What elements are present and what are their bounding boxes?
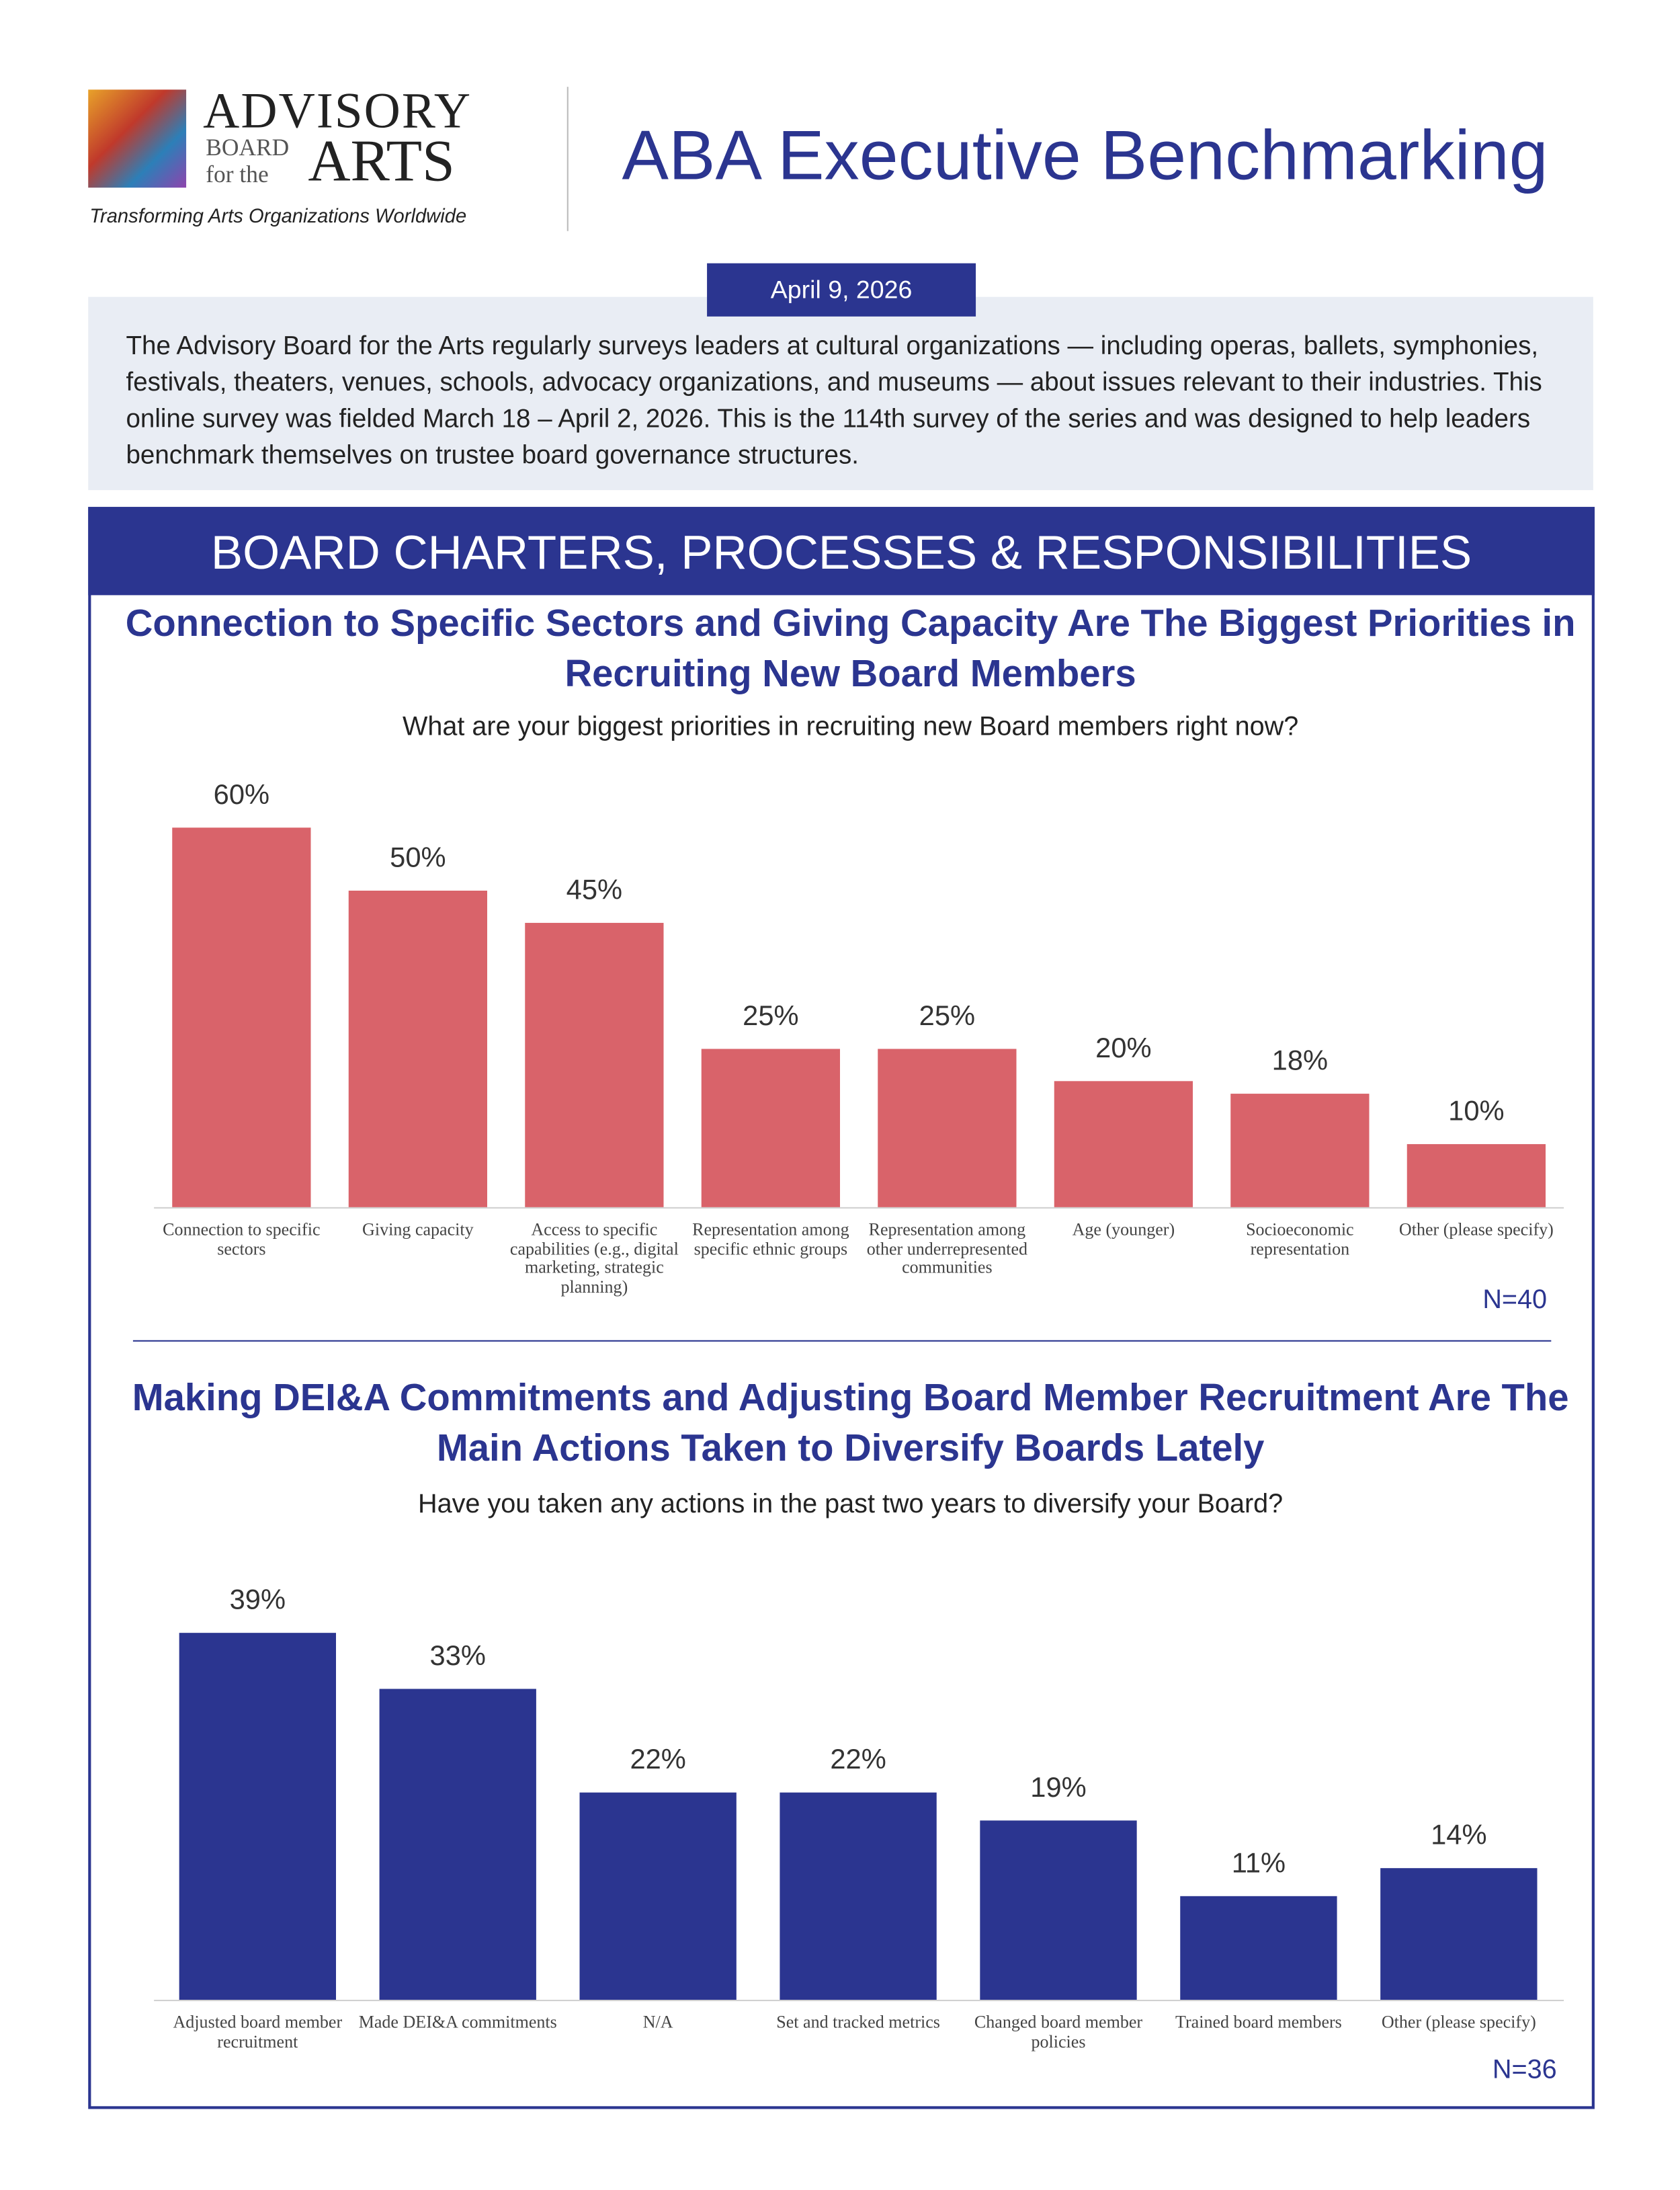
x-tick-label: N/A (642, 2012, 673, 2032)
bar (1230, 1093, 1370, 1207)
logo-line: ADVISORY (203, 82, 472, 139)
bar (525, 922, 664, 1207)
sample-size: N=36 (1492, 2056, 1557, 2086)
x-tick-label: Socioeconomic representation (1246, 1219, 1354, 1258)
data-label: 33% (429, 1641, 486, 1673)
bar (172, 827, 311, 1207)
x-tick-label: Changed board member policies (974, 2012, 1143, 2052)
x-tick-label: Access to specific capabilities (e.g., d… (509, 1219, 679, 1297)
bar (1406, 1143, 1546, 1207)
x-tick-label: Adjusted board member recruitment (173, 2012, 343, 2052)
intro-text: The Advisory Board for the Arts regularl… (126, 330, 1542, 469)
bar (1380, 1868, 1538, 2000)
intro-box (88, 296, 1593, 491)
bar (1180, 1896, 1337, 2000)
bar (379, 1689, 536, 2000)
logo-line: ARTS (308, 130, 455, 195)
bar (878, 1049, 1017, 1207)
x-tick-label: Other (please specify) (1398, 1219, 1554, 1240)
logo-mark (88, 89, 187, 188)
x-tick-label: Other (please specify) (1381, 2012, 1536, 2032)
section-title: BOARD CHARTERS, PROCESSES & RESPONSIBILI… (88, 507, 1595, 596)
data-label: 20% (1095, 1032, 1152, 1064)
data-label: 18% (1271, 1045, 1329, 1077)
separator (566, 87, 569, 231)
data-label: 22% (830, 1745, 886, 1777)
tagline: Transforming Arts Organizations Worldwid… (89, 204, 467, 227)
axis-line (154, 1207, 1564, 1209)
logo-line: BOARD (206, 134, 290, 161)
x-tick-label: Made DEI&A commitments (358, 2012, 557, 2032)
data-label: 14% (1431, 1820, 1487, 1852)
data-label: 39% (229, 1585, 286, 1617)
bar (579, 1793, 737, 2000)
bar (348, 891, 487, 1207)
bar (701, 1049, 840, 1207)
data-label: 10% (1448, 1096, 1505, 1127)
x-tick-label: Connection to specific sectors (163, 1219, 321, 1258)
bar (780, 1793, 937, 2000)
chart-title: Connection to Specific Sectors and Givin… (125, 602, 1576, 695)
chart-subtitle: Have you taken any actions in the past t… (418, 1490, 1284, 1520)
chart-title: Making DEI&A Commitments and Adjusting B… (132, 1376, 1569, 1469)
data-label: 45% (566, 875, 623, 906)
x-tick-label: Trained board members (1175, 2012, 1342, 2032)
divider (132, 1340, 1552, 1342)
data-label: 22% (630, 1745, 686, 1777)
logo-line: for the (206, 161, 269, 188)
bar (179, 1633, 336, 2000)
data-label: 25% (919, 1001, 976, 1032)
x-tick-label: Age (younger) (1072, 1219, 1175, 1240)
x-tick-label: Giving capacity (362, 1219, 474, 1240)
x-tick-label: Representation among other underrepresen… (866, 1219, 1028, 1277)
x-tick-label: Representation among specific ethnic gro… (692, 1219, 849, 1258)
data-label: 25% (743, 1001, 799, 1032)
data-label: 19% (1030, 1773, 1087, 1805)
date-badge: April 9, 2026 (707, 263, 976, 317)
bar (1054, 1080, 1193, 1207)
page-title: ABA Executive Benchmarking (622, 116, 1548, 195)
x-tick-label: Set and tracked metrics (776, 2012, 940, 2032)
data-label: 11% (1231, 1849, 1286, 1880)
chart-subtitle: What are your biggest priorities in recr… (402, 713, 1299, 743)
sample-size: N=40 (1482, 1285, 1548, 1315)
bar (980, 1821, 1137, 2000)
data-label: 60% (213, 780, 270, 811)
data-label: 50% (390, 843, 446, 875)
axis-line (154, 1999, 1564, 2002)
